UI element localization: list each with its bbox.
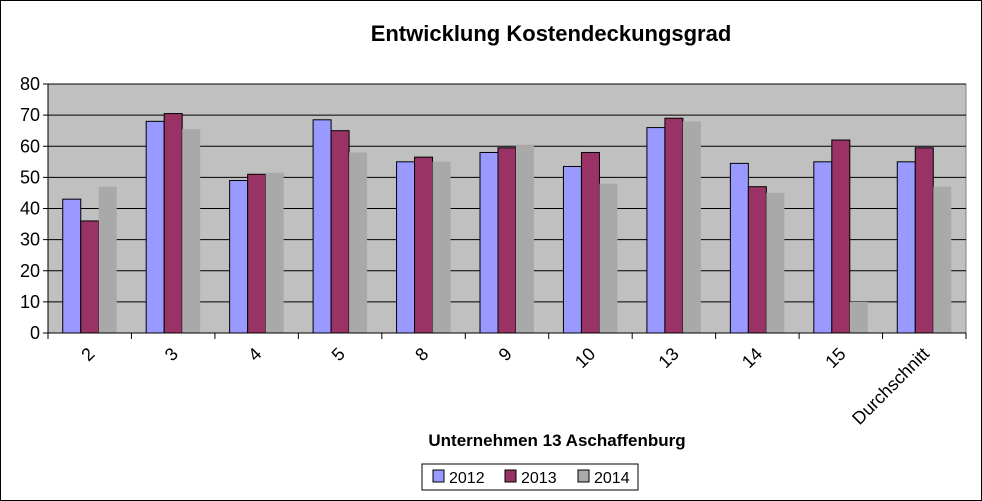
bar-2014-9 — [516, 144, 534, 333]
y-tick-label: 80 — [20, 74, 40, 94]
bar-2013-9 — [497, 147, 517, 334]
legend: 2012 2013 2014 — [421, 463, 639, 491]
bar-2013-4 — [247, 173, 267, 334]
bar-2012-5 — [312, 119, 332, 334]
legend-label-2012: 2012 — [449, 470, 485, 487]
bar-2013-2 — [80, 220, 100, 334]
bar-2013-durchschnitt — [914, 147, 934, 334]
x-tick-label: 8 — [411, 344, 432, 365]
bar-2012-13 — [646, 127, 666, 334]
x-tick-label: 13 — [654, 344, 682, 372]
y-tick-labels: 0 10 20 30 40 50 60 70 80 — [20, 74, 40, 343]
legend-box — [421, 463, 639, 491]
x-axis-title: Unternehmen 13 Aschaffenburg — [428, 431, 685, 450]
y-tick-label: 0 — [30, 323, 40, 343]
bar-2014-15 — [849, 301, 868, 333]
x-tick-label: 9 — [495, 344, 516, 365]
legend-swatch-2014 — [577, 469, 590, 483]
bars — [62, 113, 952, 334]
bar-2012-4 — [229, 179, 249, 334]
x-tick-label: 3 — [161, 344, 182, 365]
bar-2013-15 — [831, 139, 851, 334]
x-tick-label: Durchschnitt — [848, 344, 933, 429]
y-tick-label: 50 — [20, 167, 40, 187]
bar-2012-15 — [813, 161, 833, 334]
y-tick-label: 40 — [20, 199, 40, 219]
x-tick-label: 10 — [571, 344, 599, 372]
bar-2014-3 — [182, 129, 201, 333]
x-tick-label: 4 — [244, 344, 265, 365]
legend-swatch-2012 — [432, 469, 445, 483]
axes — [43, 83, 967, 339]
bar-2013-14 — [747, 186, 767, 334]
bar-2012-8 — [396, 161, 416, 334]
bar-2014-14 — [766, 192, 785, 333]
bar-2014-durchschnitt — [933, 186, 952, 333]
y-tick-label: 60 — [20, 136, 40, 156]
x-tick-label: 14 — [738, 344, 766, 372]
bar-2014-2 — [98, 186, 117, 333]
bar-2013-13 — [664, 117, 684, 334]
x-tick-label: 15 — [821, 344, 849, 372]
y-tick-label: 10 — [20, 292, 40, 312]
bar-2013-3 — [163, 113, 183, 334]
bar-2014-4 — [265, 172, 284, 333]
chart-title: Entwicklung Kostendeckungsgrad — [371, 21, 732, 46]
legend-swatch-2013 — [504, 469, 517, 483]
bar-2014-5 — [349, 152, 368, 333]
x-tick-label: 5 — [328, 344, 349, 365]
bar-2014-10 — [599, 183, 618, 333]
bar-2012-10 — [562, 165, 582, 334]
x-tick-label: 2 — [77, 344, 98, 365]
bar-2014-13 — [682, 121, 701, 333]
y-tick-label: 30 — [20, 230, 40, 250]
bar-2012-9 — [479, 151, 499, 334]
bar-2013-8 — [414, 156, 434, 334]
bar-2012-durchschnitt — [896, 161, 916, 334]
bar-2013-5 — [330, 130, 350, 334]
legend-label-2013: 2013 — [521, 470, 557, 487]
y-tick-label: 20 — [20, 261, 40, 281]
bar-2012-2 — [62, 198, 82, 334]
bar-2013-10 — [580, 151, 600, 334]
bar-2012-14 — [729, 162, 749, 334]
y-tick-label: 70 — [20, 105, 40, 125]
bar-2012-3 — [145, 120, 165, 334]
legend-label-2014: 2014 — [594, 470, 630, 487]
bar-2014-8 — [432, 161, 451, 333]
